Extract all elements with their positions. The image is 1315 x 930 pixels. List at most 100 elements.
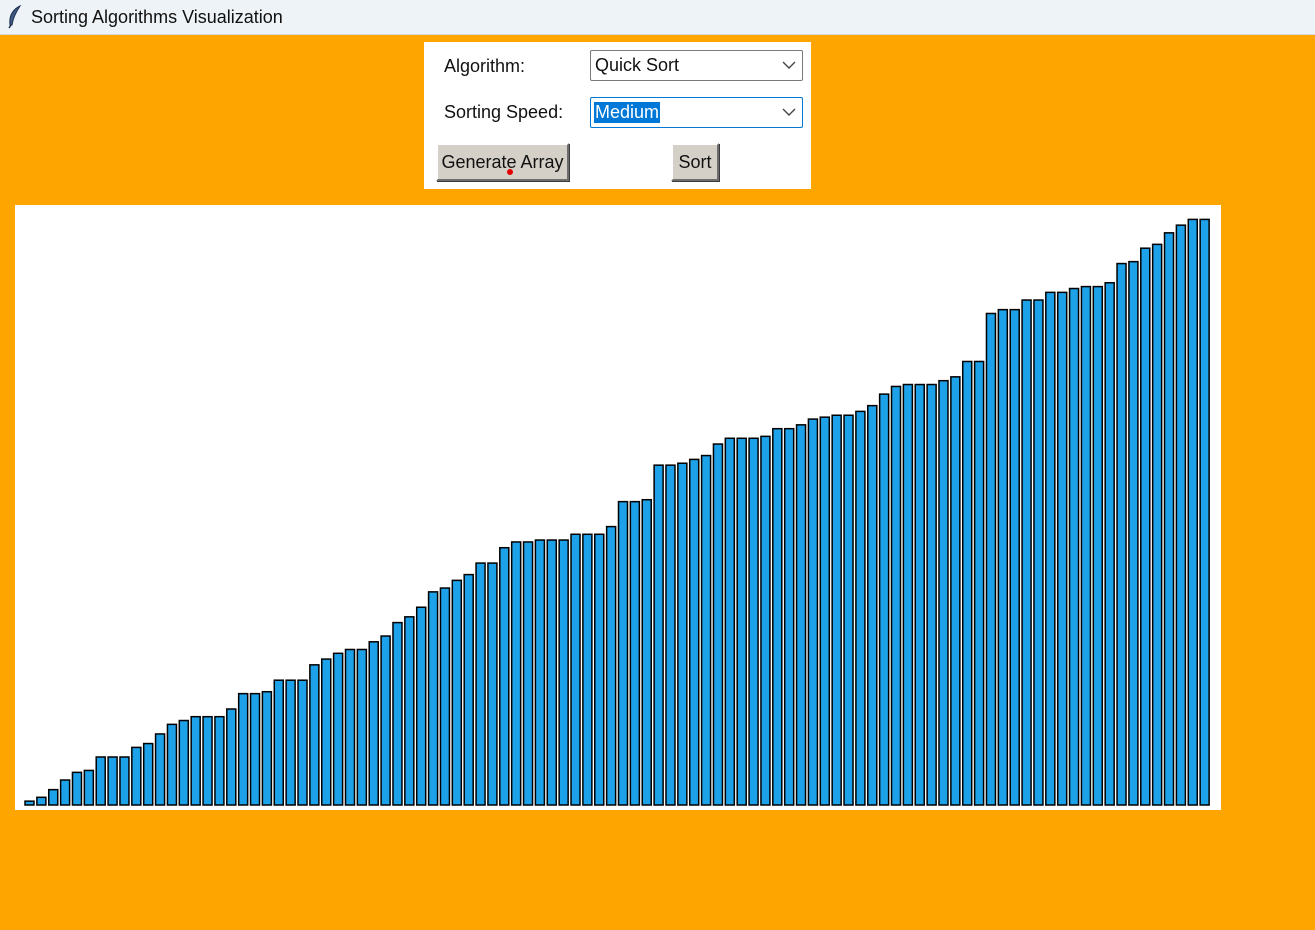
- array-bar: [499, 546, 510, 806]
- array-bar: [534, 539, 546, 806]
- array-bar: [997, 308, 1009, 806]
- array-bar: [344, 648, 356, 806]
- array-bar: [522, 541, 534, 806]
- array-bar: [843, 414, 854, 806]
- array-bar: [724, 437, 736, 806]
- array-bar: [380, 635, 391, 806]
- array-bar: [594, 533, 605, 806]
- array-bar: [1068, 287, 1080, 806]
- algorithm-select[interactable]: Quick Sort: [590, 50, 803, 81]
- array-bar: [190, 715, 201, 806]
- array-bar: [71, 771, 83, 806]
- array-bar: [1199, 218, 1210, 806]
- array-bar: [1080, 285, 1092, 806]
- generate-array-button[interactable]: Generate Array: [436, 143, 569, 181]
- array-bar: [273, 679, 285, 806]
- sort-button[interactable]: Sort: [671, 143, 719, 181]
- algorithm-label: Algorithm:: [444, 56, 526, 76]
- controls-panel: Algorithm: Quick Sort Sorting Speed: Med…: [424, 42, 811, 189]
- array-bar: [451, 579, 463, 806]
- array-bar: [487, 562, 498, 806]
- array-bar: [961, 360, 973, 806]
- array-bar: [47, 788, 59, 806]
- array-bar: [1104, 282, 1115, 806]
- array-bar: [439, 587, 451, 806]
- array-bar: [1140, 247, 1151, 806]
- chevron-down-icon[interactable]: [782, 60, 796, 70]
- array-bar: [558, 539, 569, 806]
- array-bar: [807, 418, 819, 806]
- array-bar: [1116, 262, 1127, 806]
- array-bar: [867, 404, 878, 806]
- array-bar: [546, 539, 558, 806]
- array-bar: [131, 746, 142, 806]
- array-bar: [748, 437, 759, 806]
- array-bar: [772, 427, 783, 806]
- array-bar: [356, 648, 368, 806]
- array-bar: [582, 533, 593, 806]
- speed-label: Sorting Speed:: [444, 102, 564, 122]
- array-bar: [297, 679, 308, 806]
- array-bar: [617, 500, 629, 806]
- array-bar: [878, 393, 890, 806]
- array-bar: [1092, 285, 1104, 806]
- array-bar: [83, 769, 95, 806]
- array-bar: [570, 533, 581, 806]
- array-bar: [985, 312, 997, 806]
- array-bar: [950, 376, 961, 806]
- array-bar: [855, 410, 866, 806]
- array-bar: [332, 652, 344, 806]
- array-bar: [1033, 299, 1044, 806]
- array-bar: [783, 427, 795, 806]
- array-bar: [1056, 291, 1068, 806]
- array-bar: [1009, 308, 1020, 806]
- algorithm-select-value: Quick Sort: [595, 55, 680, 75]
- array-bar: [902, 383, 914, 806]
- array-bar: [368, 641, 379, 806]
- array-bar: [214, 715, 225, 806]
- title-bar: Sorting Algorithms Visualization: [0, 0, 1315, 35]
- array-bar: [665, 464, 676, 806]
- array-bar: [653, 464, 664, 806]
- array-bar: [914, 383, 925, 806]
- array-bar: [677, 462, 688, 806]
- array-bar: [24, 800, 35, 806]
- array-bar: [59, 779, 71, 806]
- array-bar: [463, 573, 474, 806]
- array-bar: [154, 733, 166, 806]
- array-bar: [142, 742, 154, 806]
- array-bar: [712, 443, 724, 806]
- array-bar: [415, 606, 427, 806]
- array-bar: [202, 715, 213, 806]
- array-bar: [1045, 291, 1056, 806]
- array-bar: [819, 416, 831, 806]
- array-bar: [392, 621, 403, 806]
- array-bar: [760, 435, 771, 806]
- window-title: Sorting Algorithms Visualization: [31, 6, 283, 27]
- array-bar: [938, 379, 949, 806]
- speed-select[interactable]: Medium: [590, 97, 803, 128]
- array-bar: [831, 414, 842, 806]
- array-bar: [237, 692, 249, 806]
- array-bar: [1151, 243, 1163, 806]
- array-bar: [1163, 232, 1175, 806]
- array-bar: [795, 424, 807, 806]
- bar-canvas: [15, 205, 1221, 810]
- array-bar: [688, 458, 700, 806]
- array-bar: [285, 679, 296, 806]
- array-bar: [178, 719, 190, 806]
- array-bar: [510, 541, 522, 806]
- array-bar: [1175, 224, 1187, 806]
- speed-select-value: Medium: [594, 102, 661, 123]
- array-bar: [1021, 299, 1032, 806]
- array-bar: [736, 437, 747, 806]
- array-bar: [249, 692, 261, 806]
- array-bar: [1128, 260, 1139, 806]
- array-bar: [166, 723, 178, 806]
- array-bar: [309, 664, 320, 806]
- feather-icon: [6, 5, 24, 29]
- array-bar: [700, 454, 712, 806]
- chevron-down-icon[interactable]: [782, 107, 796, 117]
- array-bar: [95, 756, 106, 806]
- array-bar: [1187, 218, 1199, 806]
